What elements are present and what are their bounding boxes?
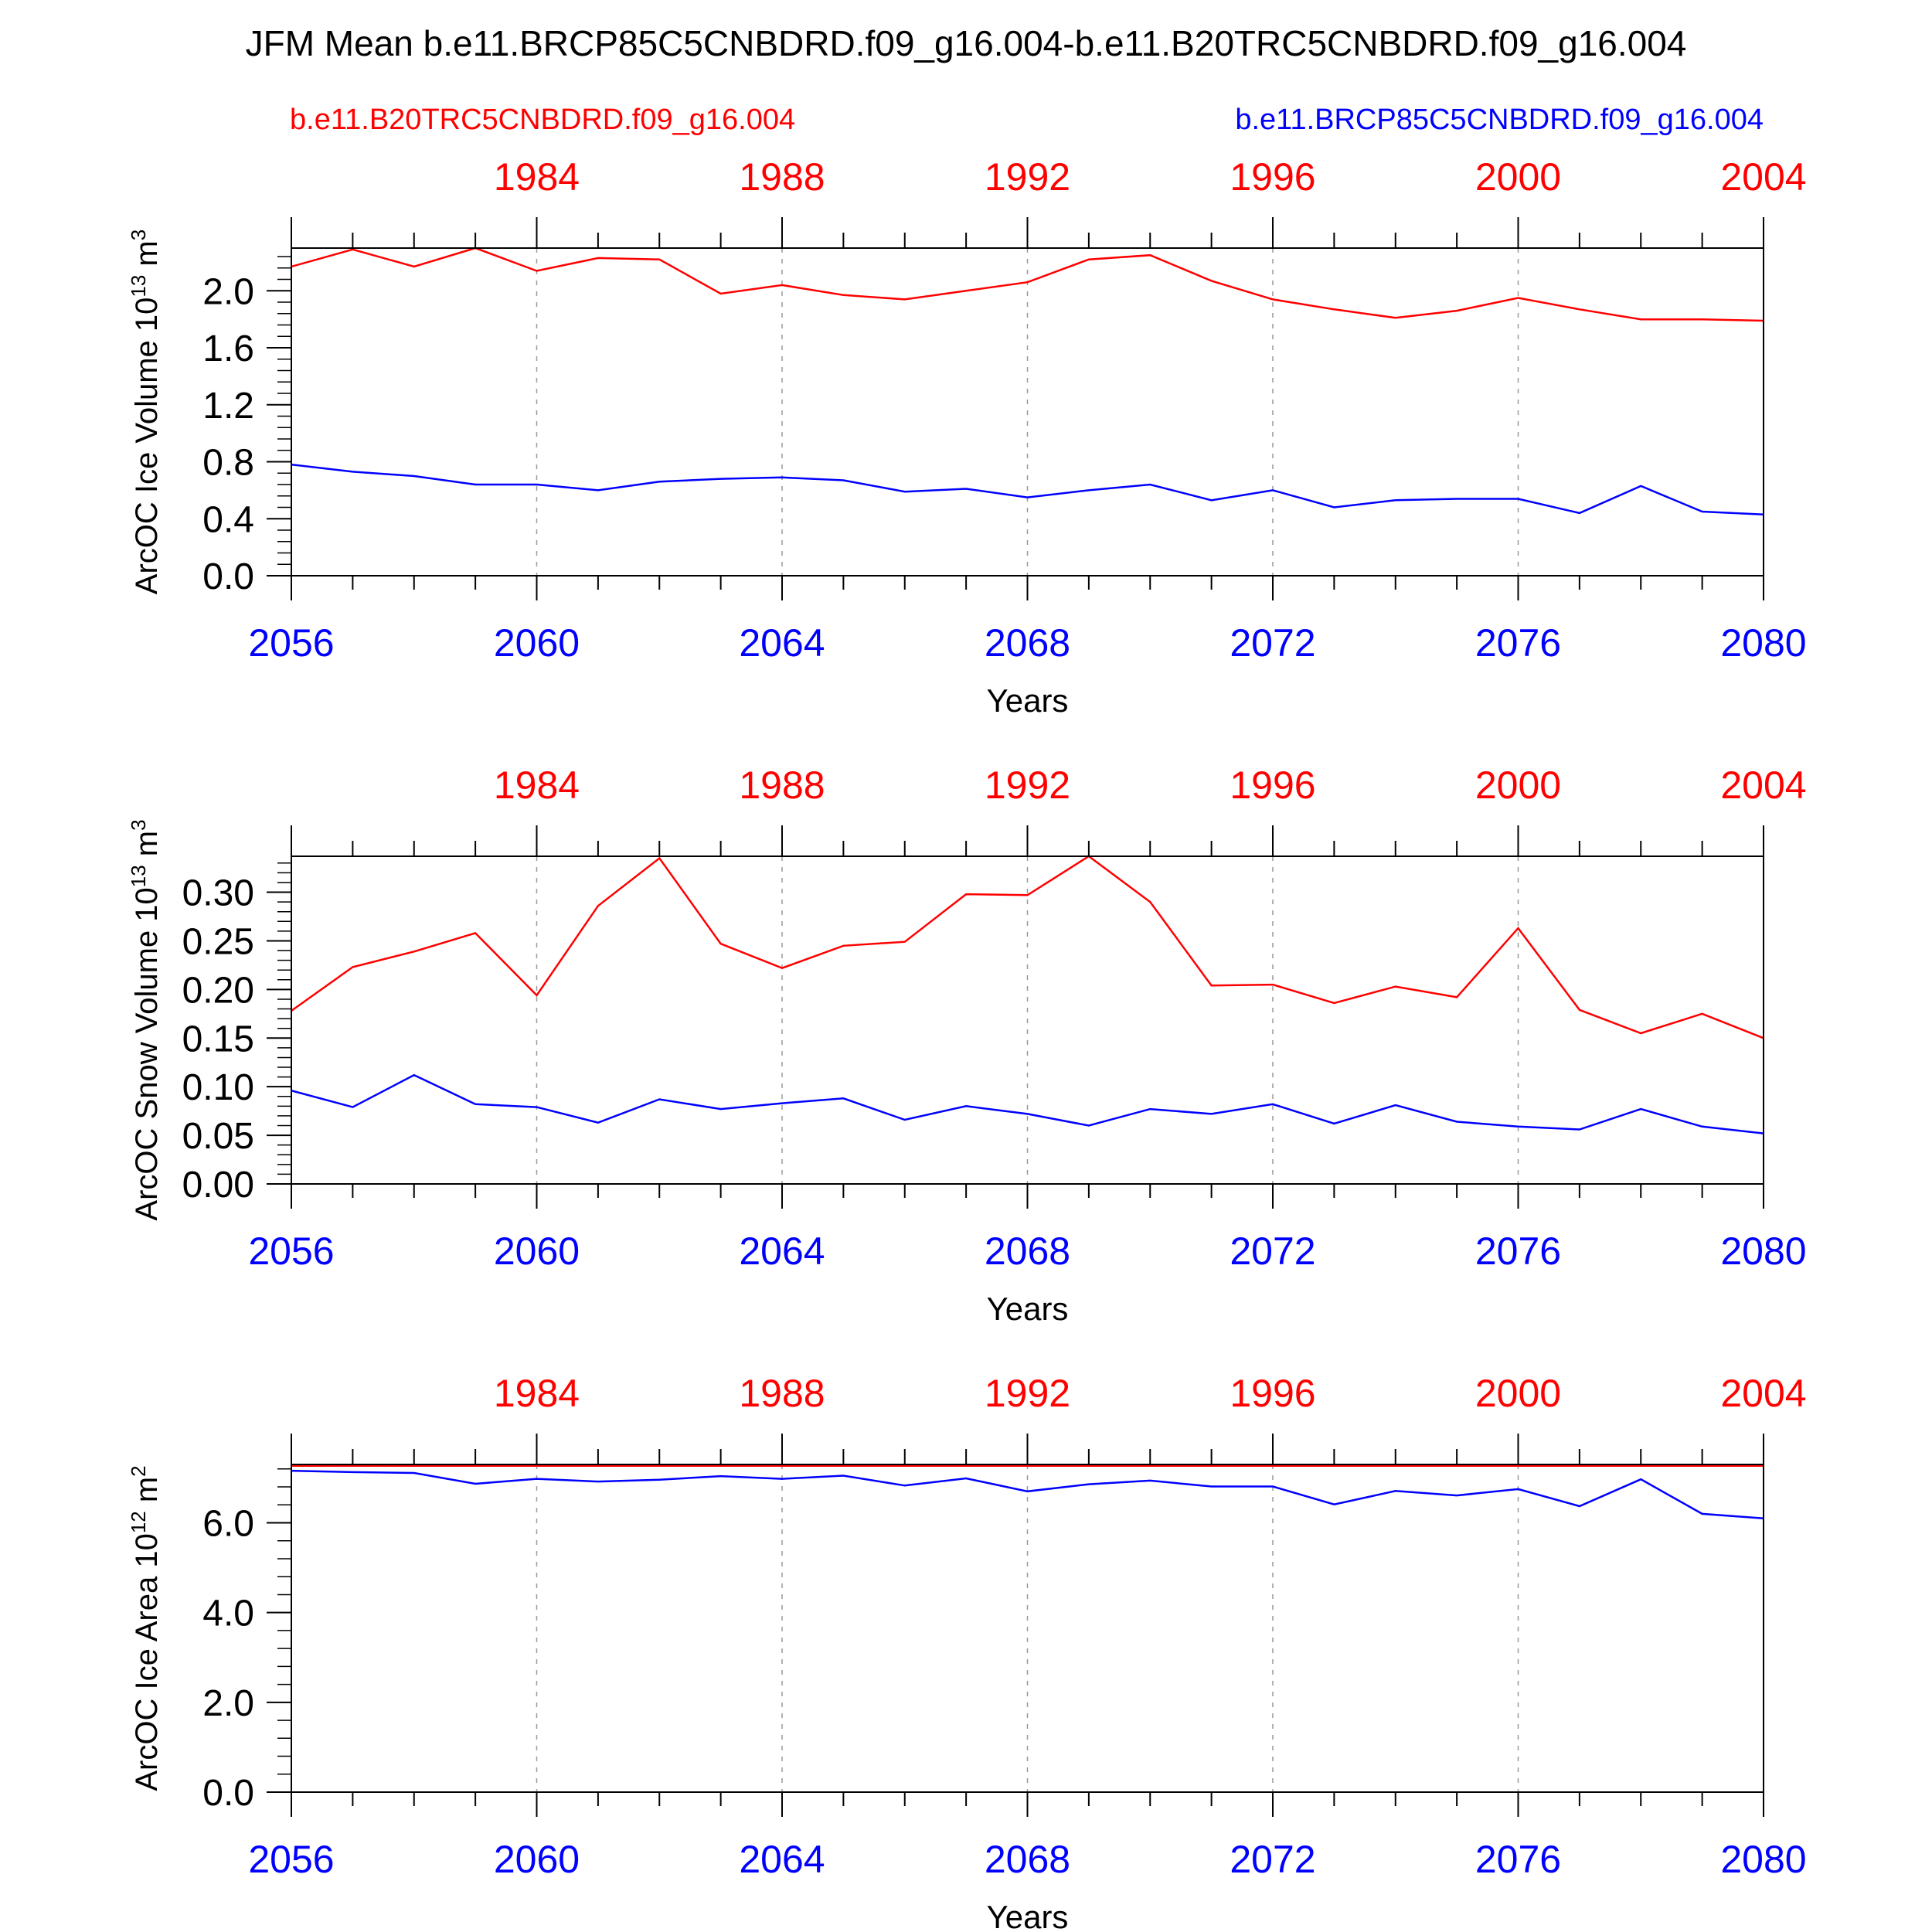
x-bottom-tick-label: 2080 — [1720, 621, 1806, 665]
y-axis-title-superscript: 13 — [127, 275, 150, 298]
x-bottom-tick-label: 2064 — [739, 1230, 825, 1273]
legend-left-label: b.e11.B20TRC5CNBDRD.f09_g16.004 — [290, 104, 795, 136]
x-top-tick-label: 1992 — [985, 764, 1070, 807]
x-top-tick-label: 1984 — [494, 764, 580, 807]
x-top-tick-label: 1996 — [1230, 155, 1315, 199]
x-top-tick-label: 2004 — [1720, 764, 1806, 807]
x-axis-title: Years — [987, 1899, 1069, 1932]
x-bottom-tick-label: 2068 — [985, 621, 1070, 665]
y-axis-title-superscript: 13 — [127, 865, 150, 887]
x-axis-title: Years — [987, 1291, 1069, 1327]
x-top-tick-label: 2004 — [1720, 1372, 1806, 1415]
y-tick-label: 1.6 — [202, 328, 254, 369]
y-axis-title: ArcOC Snow Volume 1013 m3 — [127, 819, 164, 1220]
x-bottom-tick-label: 2076 — [1475, 1230, 1561, 1273]
y-tick-label: 0.4 — [202, 499, 254, 540]
x-top-tick-label: 2004 — [1720, 155, 1806, 199]
series-line-blue — [291, 463, 1764, 515]
y-tick-label: 0.05 — [182, 1116, 254, 1157]
legend-right-label: b.e11.BRCP85C5CNBDRD.f09_g16.004 — [1235, 104, 1764, 136]
y-tick-label: 0.10 — [182, 1067, 254, 1108]
y-tick-label: 0.0 — [202, 1773, 254, 1814]
x-bottom-tick-label: 2060 — [494, 621, 580, 665]
x-top-tick-label: 2000 — [1475, 155, 1561, 199]
x-bottom-tick-label: 2068 — [985, 1230, 1070, 1273]
x-bottom-tick-label: 2080 — [1720, 1838, 1806, 1881]
x-axis-title: Years — [987, 682, 1069, 719]
chart-panel-1: 2056 2060 2064 2068 2072 2076 2080 Years 1984 198… — [127, 155, 1807, 719]
series-line-blue — [291, 1469, 1764, 1519]
x-top-tick-label: 1988 — [739, 155, 825, 199]
x-top-tick-label: 1996 — [1230, 1372, 1315, 1415]
y-axis-title: ArcOC Ice Area 1012 m2 — [127, 1465, 164, 1791]
y-axis-title-text: ArcOC Ice Area 10 — [130, 1533, 164, 1791]
y-axis-title-superscript: 2 — [127, 1465, 150, 1476]
x-bottom-tick-label: 2068 — [985, 1838, 1070, 1881]
x-top-tick-label: 1988 — [739, 764, 825, 807]
y-axis-title-text: m — [130, 831, 164, 865]
x-bottom-tick-label: 2056 — [248, 1230, 334, 1273]
x-top-tick-label: 2000 — [1475, 1372, 1561, 1415]
x-bottom-tick-label: 2064 — [739, 1838, 825, 1881]
series-line-blue — [291, 1073, 1764, 1134]
x-bottom-tick-label: 2056 — [248, 621, 334, 665]
y-tick-label: 6.0 — [202, 1504, 254, 1545]
x-bottom-tick-label: 2080 — [1720, 1230, 1806, 1273]
x-bottom-tick-label: 2072 — [1230, 1838, 1315, 1881]
panels: 2056 2060 2064 2068 2072 2076 2080 Years 1984 198… — [127, 155, 1807, 1932]
x-top-tick-label: 1984 — [494, 1372, 580, 1415]
y-axis-title-text: ArcOC Ice Volume 10 — [130, 298, 164, 595]
x-bottom-tick-label: 2056 — [248, 1838, 334, 1881]
x-top-tick-label: 1984 — [494, 155, 580, 199]
y-tick-label: 0.15 — [182, 1019, 254, 1060]
y-tick-label: 2.0 — [202, 1683, 254, 1724]
series-line-red — [291, 247, 1764, 322]
x-top-tick-label: 1996 — [1230, 764, 1315, 807]
x-bottom-tick-label: 2072 — [1230, 1230, 1315, 1273]
figure-title: JFM Mean b.e11.BRCP85C5CNBDRD.f09_g16.00… — [246, 23, 1687, 63]
y-tick-label: 2.0 — [202, 271, 254, 312]
y-tick-label: 0.8 — [202, 443, 254, 484]
x-top-tick-label: 1992 — [985, 1372, 1070, 1415]
chart-panel-2: 2056 2060 2064 2068 2072 2076 2080 Years 1984 198… — [127, 764, 1807, 1327]
y-axis-title-superscript: 12 — [127, 1511, 150, 1533]
x-bottom-tick-label: 2064 — [739, 621, 825, 665]
y-tick-label: 1.2 — [202, 386, 254, 427]
y-axis-title: ArcOC Ice Volume 1013 m3 — [127, 230, 164, 594]
series-line-red — [291, 855, 1764, 1039]
y-axis-title-superscript: 3 — [127, 819, 150, 830]
x-top-tick-label: 2000 — [1475, 764, 1561, 807]
y-axis-title-text: m — [130, 240, 164, 274]
y-axis-title-text: m — [130, 1477, 164, 1511]
y-tick-label: 0.0 — [202, 556, 254, 597]
y-axis-title-superscript: 3 — [127, 230, 150, 240]
y-tick-label: 0.30 — [182, 873, 254, 914]
y-tick-label: 4.0 — [202, 1594, 254, 1634]
y-axis-title-text: ArcOC Snow Volume 10 — [130, 887, 164, 1220]
x-bottom-tick-label: 2076 — [1475, 621, 1561, 665]
y-tick-label: 0.00 — [182, 1165, 254, 1206]
x-top-tick-label: 1992 — [985, 155, 1070, 199]
x-top-tick-label: 1988 — [739, 1372, 825, 1415]
x-bottom-tick-label: 2060 — [494, 1230, 580, 1273]
x-bottom-tick-label: 2076 — [1475, 1838, 1561, 1881]
y-tick-label: 0.25 — [182, 921, 254, 962]
x-bottom-tick-label: 2060 — [494, 1838, 580, 1881]
x-bottom-tick-label: 2072 — [1230, 621, 1315, 665]
chart-panel-3: 2056 2060 2064 2068 2072 2076 2080 Years 1984 198… — [127, 1372, 1807, 1932]
y-tick-label: 0.20 — [182, 970, 254, 1011]
